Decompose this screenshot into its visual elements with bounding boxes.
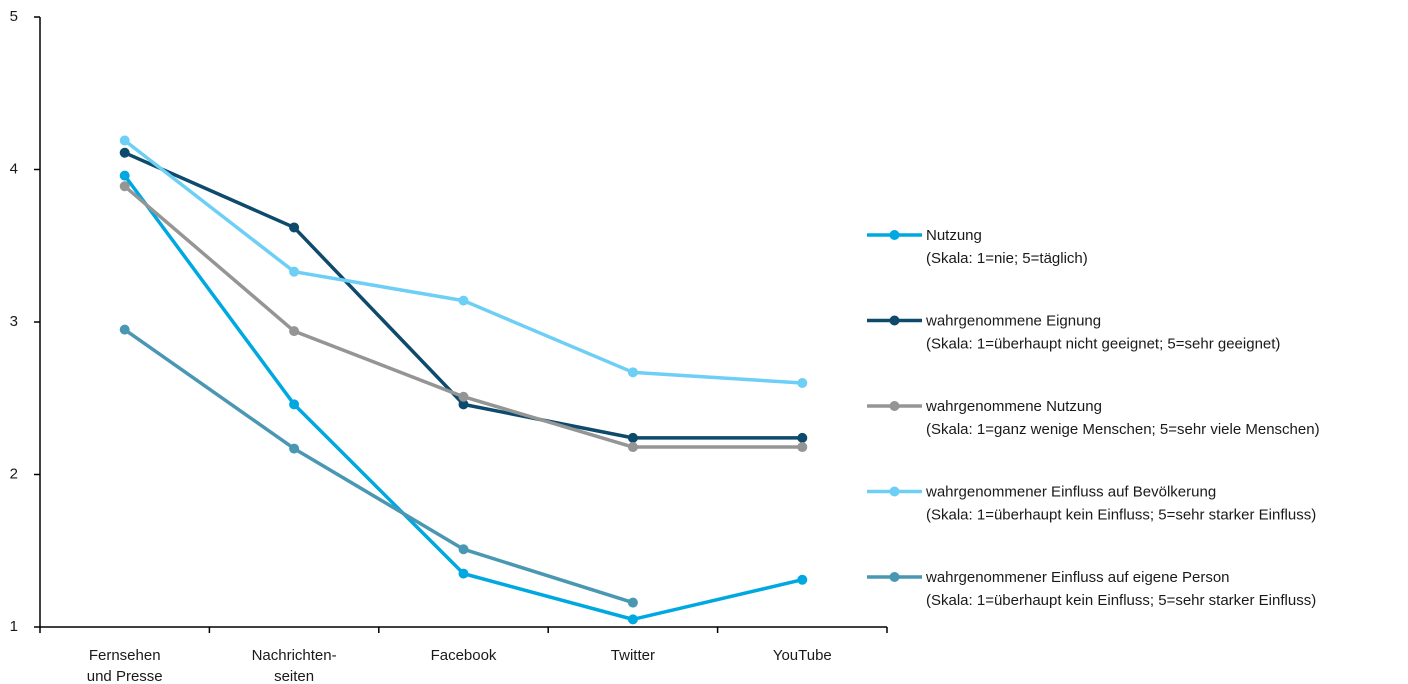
data-point xyxy=(797,574,808,585)
series-group xyxy=(119,324,638,608)
data-point xyxy=(289,266,300,277)
data-point xyxy=(458,544,469,555)
data-point xyxy=(458,391,469,402)
chart-legend: Nutzung (Skala: 1=nie; 5=täglich) wahrgeno… xyxy=(867,227,1320,609)
data-point xyxy=(627,614,638,625)
chart-axes: 1 2 3 4 5 Fernsehen und Presse Nachrichten-seit… xyxy=(10,8,888,684)
legend-scale-note: (Skala: 1=überhaupt nicht geeignet; 5=se… xyxy=(926,335,1280,352)
data-point xyxy=(797,442,808,453)
data-point xyxy=(627,597,638,608)
legend-swatch-marker xyxy=(889,401,900,411)
data-point xyxy=(119,181,130,192)
legend-entry: wahrgenommener Einfluss auf eigene Perso… xyxy=(867,569,1316,609)
x-tick-label: Fernsehen xyxy=(89,647,161,664)
data-point xyxy=(627,432,638,443)
legend-scale-note: (Skala: 1=überhaupt kein Einfluss; 5=seh… xyxy=(926,592,1316,609)
legend-entry: Nutzung (Skala: 1=nie; 5=täglich) xyxy=(867,227,1088,267)
series-group xyxy=(119,181,808,453)
data-point xyxy=(119,324,130,335)
y-tick-label: 3 xyxy=(10,313,18,330)
series-group xyxy=(119,135,808,388)
legend-entry: wahrgenommener Einfluss auf Bevölkerung (… xyxy=(867,483,1316,523)
legend-entry: wahrgenommene Nutzung (Skala: 1=ganz weni… xyxy=(867,398,1320,438)
data-point xyxy=(119,170,130,181)
legend-label: wahrgenommener Einfluss auf Bevölkerung xyxy=(925,483,1216,500)
legend-scale-note: (Skala: 1=nie; 5=täglich) xyxy=(926,250,1088,267)
series-group xyxy=(119,170,808,625)
legend-label: wahrgenommener Einfluss auf eigene Perso… xyxy=(925,569,1230,586)
data-point xyxy=(627,367,638,378)
data-point xyxy=(289,399,300,410)
series-layer xyxy=(119,135,808,625)
x-tick-label: YouTube xyxy=(773,647,832,664)
y-tick-label: 5 xyxy=(10,8,18,25)
series-line xyxy=(123,139,803,385)
x-tick-label: und Presse xyxy=(87,668,163,684)
legend-label: Nutzung xyxy=(926,227,982,244)
legend-label: wahrgenommene Eignung xyxy=(925,312,1101,329)
legend-swatch-marker xyxy=(889,486,900,497)
data-point xyxy=(289,443,300,454)
data-point xyxy=(797,378,808,388)
data-point xyxy=(289,222,300,233)
legend-swatch-marker xyxy=(889,572,900,582)
data-point xyxy=(289,326,300,337)
data-point xyxy=(458,399,469,410)
legend-scale-note: (Skala: 1=überhaupt kein Einfluss; 5=seh… xyxy=(926,506,1316,523)
x-tick-label: seiten xyxy=(274,668,314,684)
legend-scale-note: (Skala: 1=ganz wenige Menschen; 5=sehr v… xyxy=(926,421,1320,438)
data-point xyxy=(458,295,469,306)
y-tick-label: 2 xyxy=(10,465,18,482)
y-tick-label: 4 xyxy=(10,160,18,177)
series-group xyxy=(119,147,808,443)
legend-label: wahrgenommene Nutzung xyxy=(925,398,1102,415)
series-line xyxy=(123,328,634,605)
data-point xyxy=(627,442,638,453)
data-point xyxy=(458,568,469,579)
legend-swatch-marker xyxy=(889,315,900,326)
data-point xyxy=(797,432,808,443)
data-point xyxy=(119,135,130,146)
legend-entry: wahrgenommene Eignung (Skala: 1=überhaupt… xyxy=(867,312,1280,352)
x-tick-label: Twitter xyxy=(611,647,655,664)
y-tick-label: 1 xyxy=(10,618,18,635)
x-tick-label: Nachrichten- xyxy=(252,647,337,664)
data-point xyxy=(119,147,130,158)
legend-swatch-marker xyxy=(889,230,900,240)
x-tick-label: Facebook xyxy=(431,647,497,664)
